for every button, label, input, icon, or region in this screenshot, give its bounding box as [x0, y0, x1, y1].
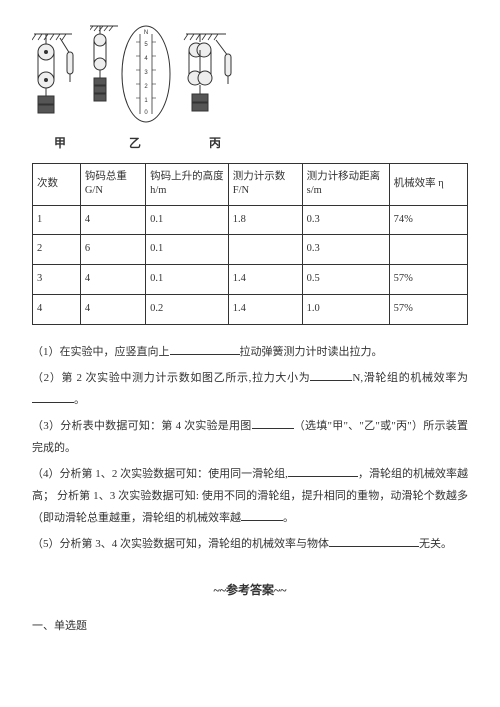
- q4-text-a: （4）分析第 1、2 次实验数据可知：使用同一滑轮组,: [32, 468, 288, 480]
- diagram-labels: 甲 乙 丙: [32, 134, 468, 153]
- pulley-bing: [182, 28, 248, 128]
- cell: 4: [33, 294, 81, 324]
- cell: 1.4: [228, 265, 302, 295]
- label-yi: 乙: [90, 134, 180, 153]
- blank: [310, 369, 352, 381]
- cell: 2: [33, 235, 81, 265]
- cell: 1.8: [228, 205, 302, 235]
- cell: 57%: [389, 265, 467, 295]
- col-height: 钩码上升的高度 h/m: [146, 164, 229, 205]
- table-row: 3 4 0.1 1.4 0.5 57%: [33, 265, 468, 295]
- col-trial: 次数: [33, 164, 81, 205]
- q1-text-b: 拉动弹簧测力计时读出拉力。: [240, 346, 383, 358]
- q1-text-a: （1）在实验中，应竖直向上: [32, 346, 170, 358]
- section-single-choice: 一、单选题: [32, 618, 468, 636]
- cell: 1.4: [228, 294, 302, 324]
- cell: 57%: [389, 294, 467, 324]
- label-bing: 丙: [182, 134, 248, 153]
- cell: 6: [80, 235, 145, 265]
- ruler-mark-n: N: [144, 30, 148, 36]
- question-4: （4）分析第 1、2 次实验数据可知：使用同一滑轮组,，滑轮组的机械效率越高； …: [32, 463, 468, 529]
- col-dist: 测力计移动距离 s/m: [302, 164, 389, 205]
- blank: [170, 343, 240, 355]
- cell: 0.2: [146, 294, 229, 324]
- label-jia: 甲: [32, 134, 88, 153]
- cell: 4: [80, 205, 145, 235]
- cell: [389, 235, 467, 265]
- cell: 0.5: [302, 265, 389, 295]
- blank: [329, 535, 419, 547]
- question-2: （2）第 2 次实验中测力计示数如图乙所示,拉力大小为 N,滑轮组的机械效率为。: [32, 367, 468, 411]
- ruler-yi: N 5 4 3 2 1 0: [90, 20, 180, 128]
- q5-text-b: 无关。: [419, 538, 452, 550]
- cell: 0.1: [146, 235, 229, 265]
- table-header-row: 次数 钩码总重 G/N 钩码上升的高度 h/m 测力计示数 F/N 测力计移动距…: [33, 164, 468, 205]
- cell: 1: [33, 205, 81, 235]
- question-3: （3）分析表中数据可知：第 4 次实验是用图（选填"甲"、"乙"或"丙"）所示装…: [32, 415, 468, 459]
- data-table: 次数 钩码总重 G/N 钩码上升的高度 h/m 测力计示数 F/N 测力计移动距…: [32, 163, 468, 325]
- blank: [32, 391, 74, 403]
- pulley-diagram: N 5 4 3 2 1 0: [32, 18, 468, 128]
- blank: [252, 417, 294, 429]
- q5-text-a: （5）分析第 3、4 次实验数据可知，滑轮组的机械效率与物体: [32, 538, 329, 550]
- cell: [228, 235, 302, 265]
- table-row: 2 6 0.1 0.3: [33, 235, 468, 265]
- q2-text-c: 。: [74, 394, 85, 406]
- cell: 1.0: [302, 294, 389, 324]
- col-force: 测力计示数 F/N: [228, 164, 302, 205]
- table-row: 1 4 0.1 1.8 0.3 74%: [33, 205, 468, 235]
- col-eff: 机械效率 η: [389, 164, 467, 205]
- pulley-jia: [32, 28, 88, 128]
- q2-text-a: （2）第 2 次实验中测力计示数如图乙所示,拉力大小为: [32, 372, 310, 384]
- q3-text-a: （3）分析表中数据可知：第 4 次实验是用图: [32, 420, 252, 432]
- blank: [241, 509, 283, 521]
- cell: 4: [80, 294, 145, 324]
- cell: 4: [80, 265, 145, 295]
- cell: 74%: [389, 205, 467, 235]
- q2-text-b: N,滑轮组的机械效率为: [352, 372, 468, 384]
- answers-title: ~~参考答案~~: [32, 581, 468, 600]
- q4-text-d: 。: [283, 512, 294, 524]
- blank: [288, 465, 358, 477]
- question-1: （1）在实验中，应竖直向上 拉动弹簧测力计时读出拉力。: [32, 341, 468, 363]
- cell: 0.3: [302, 205, 389, 235]
- cell: 0.1: [146, 265, 229, 295]
- cell: 0.1: [146, 205, 229, 235]
- cell: 0.3: [302, 235, 389, 265]
- table-row: 4 4 0.2 1.4 1.0 57%: [33, 294, 468, 324]
- cell: 3: [33, 265, 81, 295]
- col-weight: 钩码总重 G/N: [80, 164, 145, 205]
- question-5: （5）分析第 3、4 次实验数据可知，滑轮组的机械效率与物体 无关。: [32, 533, 468, 555]
